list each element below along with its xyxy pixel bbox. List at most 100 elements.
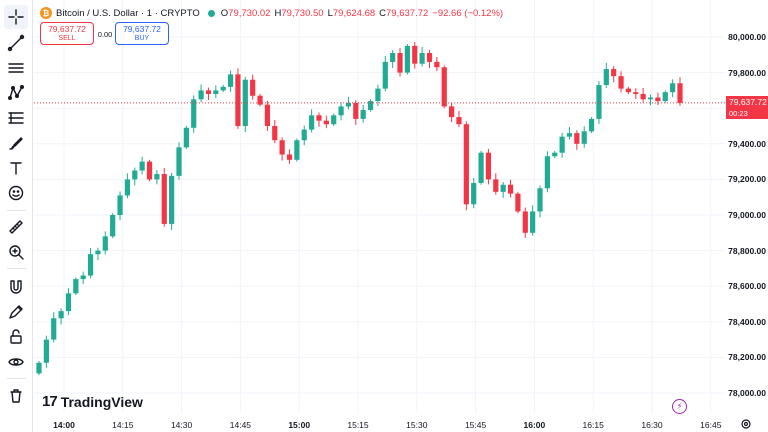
- candle-body: [463, 124, 469, 205]
- price-tick-label: 78,000.00: [728, 388, 766, 398]
- candle-body: [169, 175, 175, 224]
- time-tick-label: 14:30: [170, 420, 193, 430]
- open-value: 79,730.02: [228, 7, 271, 19]
- candle-body: [485, 152, 492, 180]
- pattern-icon[interactable]: [4, 81, 28, 105]
- candle-body: [618, 76, 624, 89]
- trash-icon[interactable]: [4, 384, 28, 408]
- low-value: 79,624.68: [332, 7, 376, 19]
- sell-price: 79,637.72: [48, 23, 86, 34]
- price-chart[interactable]: [34, 0, 768, 432]
- candle-body: [633, 92, 639, 94]
- tradingview-mark-icon: 17: [42, 393, 58, 410]
- tradingview-logo[interactable]: 17 TradingView: [42, 393, 143, 410]
- open-label: O: [220, 7, 229, 19]
- text-icon[interactable]: [4, 156, 28, 180]
- crosshair-icon[interactable]: [4, 5, 28, 29]
- tradingview-wordmark: TradingView: [60, 393, 143, 410]
- candle-body: [360, 109, 366, 119]
- sell-label: SELL: [58, 34, 76, 42]
- price-tick-label: 79,000.00: [728, 210, 766, 220]
- price-tick-label: 78,400.00: [728, 316, 766, 327]
- spread-value: 0.00: [97, 30, 113, 39]
- time-tick-label: 14:15: [112, 420, 134, 430]
- sell-button[interactable]: 79,637.72 SELL: [40, 22, 94, 45]
- candle-body: [419, 53, 425, 64]
- price-tick-label: 79,400.00: [728, 138, 766, 149]
- candle-body: [117, 195, 123, 215]
- horizontal-lines-icon[interactable]: [4, 56, 28, 80]
- price-tick-label: 78,800.00: [728, 245, 766, 256]
- buy-button[interactable]: 79,637.72 BUY: [115, 22, 169, 45]
- brush-icon[interactable]: [4, 131, 28, 155]
- buy-label: BUY: [134, 34, 150, 42]
- candle-body: [250, 79, 256, 96]
- candle-body: [65, 293, 72, 312]
- candle-body: [434, 61, 440, 68]
- candle-body: [331, 115, 337, 125]
- high-value: 79,730.50: [281, 7, 324, 19]
- candle-body: [146, 161, 153, 180]
- candle-body: [51, 318, 57, 340]
- candle-body: [625, 88, 632, 93]
- emoji-icon[interactable]: [4, 181, 28, 205]
- candle-body: [198, 90, 204, 100]
- ruler-icon[interactable]: [4, 215, 28, 239]
- candle-body: [662, 92, 668, 102]
- lock-icon[interactable]: [4, 325, 28, 349]
- candle-body: [397, 53, 403, 73]
- candle-body: [124, 179, 131, 196]
- candle-body: [677, 83, 683, 103]
- candle-body: [655, 97, 661, 102]
- fib-icon[interactable]: [4, 106, 28, 130]
- candle-body: [500, 184, 506, 192]
- settings-gear-icon[interactable]: [740, 418, 752, 430]
- candle-body: [80, 275, 86, 280]
- candle-body: [220, 86, 226, 91]
- candle-body: [87, 254, 94, 276]
- price-tick-label: 79,200.00: [728, 174, 766, 185]
- candle-body: [493, 179, 499, 192]
- candle-body: [279, 140, 285, 155]
- eye-icon[interactable]: [4, 350, 28, 374]
- time-tick-label: 15:00: [288, 420, 311, 430]
- zoom-in-icon[interactable]: [4, 240, 28, 264]
- candle-body: [448, 106, 455, 118]
- candle-body: [183, 127, 189, 148]
- candle-body: [596, 85, 602, 119]
- change-value: −92.66 (−0.12%): [432, 7, 504, 19]
- time-tick-label: 16:45: [700, 420, 722, 430]
- market-status-icon[interactable]: [207, 9, 215, 17]
- trend-line-icon[interactable]: [4, 31, 28, 55]
- candle-body: [574, 133, 580, 144]
- bitcoin-logo-icon: ₿: [40, 7, 52, 19]
- candle-body: [316, 115, 322, 121]
- candle-body: [544, 156, 550, 189]
- candle-body: [478, 152, 484, 183]
- candle-body: [412, 45, 418, 64]
- symbol-title[interactable]: Bitcoin / U.S. Dollar · 1 · CRYPTO: [56, 7, 200, 19]
- candle-body: [382, 61, 388, 89]
- time-tick-label: 14:00: [53, 420, 75, 430]
- candle-body: [530, 211, 536, 233]
- candle-body: [286, 154, 293, 160]
- lightning-icon[interactable]: ⚡: [672, 399, 687, 414]
- candle-body: [235, 74, 241, 126]
- candle-body: [404, 45, 410, 73]
- price-tick-label: 80,000.00: [728, 32, 766, 42]
- candle-body: [611, 69, 617, 77]
- close-value: 79,637.72: [386, 7, 429, 19]
- symbol-legend: ₿ Bitcoin / U.S. Dollar · 1 · CRYPTO O 7…: [40, 5, 503, 21]
- candle-body: [102, 236, 108, 251]
- candle-body: [191, 99, 197, 128]
- candle-body: [272, 126, 278, 141]
- candle-body: [161, 174, 167, 224]
- pencil-lock-icon[interactable]: [4, 300, 28, 324]
- magnet-icon[interactable]: [4, 275, 28, 299]
- candle-body: [132, 170, 138, 180]
- candle-body: [471, 182, 477, 205]
- time-tick-label: 14:45: [229, 420, 252, 430]
- candle-body: [338, 106, 344, 116]
- candle-body: [43, 339, 49, 363]
